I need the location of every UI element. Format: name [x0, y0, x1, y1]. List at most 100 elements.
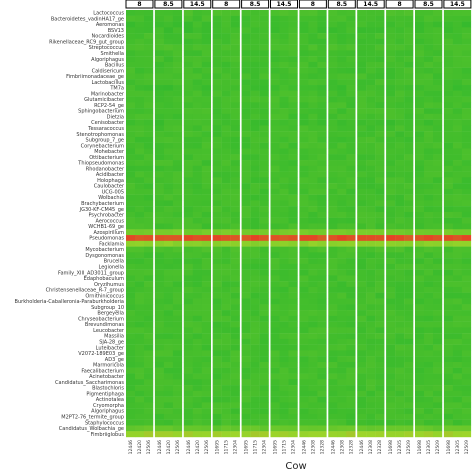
heatmap-cell — [375, 396, 385, 403]
heatmap-cell — [183, 413, 193, 420]
heatmap-cell — [357, 188, 367, 195]
heatmap-cell — [433, 102, 443, 109]
heatmap-cell — [415, 194, 425, 201]
row-label: Faecalibacterium — [81, 368, 124, 374]
heatmap-cell — [452, 56, 463, 63]
heatmap-cell — [250, 171, 260, 178]
heatmap-cell — [299, 361, 309, 368]
heatmap-cell — [212, 200, 222, 207]
row-labels: LactococcusBacteroidetes_vadinHA17_geAer… — [15, 11, 125, 438]
heatmap-cell — [288, 56, 298, 63]
heatmap-cell — [328, 160, 338, 166]
heatmap-cell — [183, 200, 193, 207]
heatmap-cell — [375, 73, 385, 80]
heatmap-cell — [308, 113, 318, 120]
heatmap-cell — [461, 50, 472, 57]
heatmap-cell — [328, 310, 338, 317]
heatmap-cell — [288, 217, 298, 224]
heatmap-cell — [288, 15, 298, 22]
heatmap-cell — [308, 50, 318, 57]
heatmap-cell — [250, 356, 260, 363]
heatmap-cell — [308, 136, 318, 143]
heatmap-cell — [221, 96, 231, 103]
heatmap-cell — [375, 108, 385, 115]
heatmap-cell — [250, 183, 260, 190]
heatmap-cell — [135, 356, 145, 363]
heatmap-cell — [415, 304, 425, 311]
heatmap-cell — [386, 315, 396, 322]
heatmap-cell — [433, 154, 443, 161]
heatmap-cell — [201, 333, 211, 340]
heatmap-cell — [404, 206, 414, 213]
heatmap-cell — [279, 269, 289, 276]
heatmap-cell — [163, 425, 174, 432]
row-label: Caulobacter — [94, 184, 125, 190]
heatmap-cell — [221, 408, 231, 415]
heatmap-cell — [452, 286, 463, 293]
heatmap-cell — [250, 252, 260, 259]
heatmap-cell — [433, 396, 443, 403]
heatmap-cell — [221, 154, 231, 161]
heatmap-cell — [346, 298, 356, 305]
heatmap-cell — [259, 165, 269, 172]
heatmap-cell — [212, 402, 222, 409]
heatmap-cell — [386, 379, 396, 386]
heatmap-cell — [241, 200, 251, 207]
heatmap-cell — [135, 44, 145, 51]
heatmap-cell — [386, 367, 396, 374]
heatmap-cell — [404, 61, 414, 68]
heatmap-cell — [163, 206, 174, 213]
heatmap-cell — [212, 177, 222, 184]
heatmap-cell — [288, 263, 298, 270]
heatmap-cell — [424, 165, 434, 172]
heatmap-cell — [192, 211, 202, 218]
heatmap-cell — [241, 356, 251, 363]
heatmap-cell — [250, 333, 260, 340]
heatmap-cell — [404, 263, 414, 270]
heatmap-cell — [172, 102, 183, 109]
heatmap-cell — [163, 298, 174, 305]
heatmap-cell — [241, 160, 251, 166]
heatmap-cell — [183, 33, 193, 40]
heatmap-cell — [192, 292, 202, 299]
facet-strip-label: 8.5 — [250, 1, 261, 8]
heatmap-cell — [357, 206, 367, 213]
heatmap-cell — [366, 96, 376, 103]
heatmap-cell — [395, 79, 405, 86]
heatmap-cell — [279, 263, 289, 270]
heatmap-cell — [279, 408, 289, 415]
heatmap-cell — [163, 33, 174, 40]
heatmap-cell — [375, 200, 385, 207]
heatmap-cell — [424, 125, 434, 132]
heatmap-cell — [259, 177, 269, 184]
heatmap-cell — [337, 96, 347, 103]
heatmap-cell — [317, 390, 327, 397]
heatmap-cell — [259, 61, 269, 68]
heatmap-cell — [452, 246, 463, 253]
row-label: Actinotalea — [96, 397, 124, 403]
heatmap-cell — [221, 160, 231, 166]
heatmap-cell — [415, 188, 425, 195]
heatmap-cell — [270, 50, 280, 57]
heatmap-cell — [183, 321, 193, 328]
heatmap-cell — [357, 258, 367, 265]
heatmap-cell — [346, 367, 356, 374]
heatmap-cell — [172, 263, 183, 270]
heatmap-cell — [443, 85, 454, 91]
heatmap-cell — [308, 96, 318, 103]
heatmap-cell — [270, 292, 280, 299]
heatmap-cell — [328, 44, 338, 51]
heatmap-cell — [192, 263, 202, 270]
heatmap-cell — [443, 350, 454, 357]
heatmap-cell — [279, 275, 289, 282]
heatmap-cell — [317, 252, 327, 259]
heatmap-cell — [452, 333, 463, 340]
facet-strip-label: 14.5 — [277, 1, 292, 8]
heatmap-cell — [346, 102, 356, 109]
heatmap-cell — [241, 367, 251, 374]
heatmap-cell — [415, 211, 425, 218]
heatmap-cell — [183, 402, 193, 409]
heatmap-cell — [299, 292, 309, 299]
column-label: 12509 — [464, 440, 470, 454]
heatmap-cell — [395, 108, 405, 115]
